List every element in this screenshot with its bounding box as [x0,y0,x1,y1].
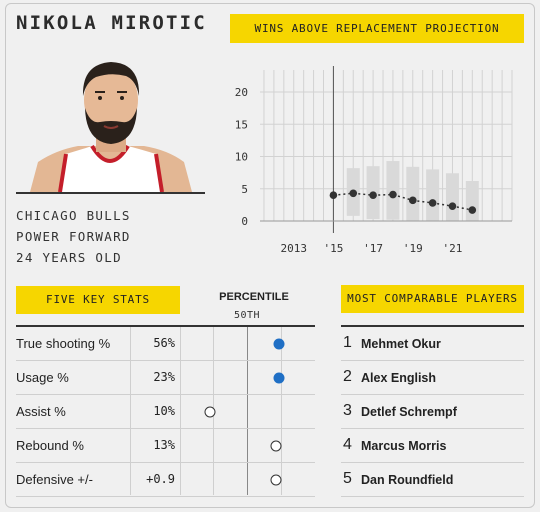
projection-range-bar [406,166,420,221]
comp-player-name: Detlef Schrempf [361,405,457,419]
projection-point [408,196,417,205]
projection-point [349,189,358,198]
percentile-dot [204,406,216,418]
stat-value: 13% [153,438,175,452]
player-position: POWER FORWARD [16,229,131,244]
list-item: 1 Mehmet Okur [341,327,524,361]
stat-row: Rebound % 13% [16,429,315,463]
percentile-dot [270,440,282,452]
projection-range-bar [386,161,400,220]
table-top-rule [341,325,524,327]
comp-rank: 5 [343,470,352,487]
comp-player-name: Alex English [361,371,437,385]
comp-player-name: Mehmet Okur [361,337,441,351]
list-item: 2 Alex English [341,361,524,395]
projection-point [329,191,338,199]
list-item: 4 Marcus Morris [341,429,524,463]
comparables-title: MOST COMPARABLE PLAYERS [341,285,524,313]
stat-row: True shooting % 56% [16,327,315,361]
comp-player-name: Marcus Morris [361,439,447,453]
stat-label: True shooting % [16,336,111,351]
comp-rank: 1 [343,334,352,351]
war-projection-chart: 0 5 10 15 20 2013 '15 '17 '19 '21 [230,62,530,262]
y-tick-label: 5 [241,183,248,196]
stat-label: Usage % [16,370,69,385]
y-tick-label: 20 [235,86,248,99]
projection-line [333,192,473,211]
median-line [247,327,248,495]
projection-range-bar [465,181,479,221]
column-divider [130,327,131,495]
projection-point [389,190,397,199]
key-stats-title: FIVE KEY STATS [16,286,180,314]
y-tick-label: 15 [235,118,248,131]
y-tick-label: 0 [241,215,248,228]
projection-point [428,199,437,207]
column-divider [180,327,181,495]
war-section-title: WINS ABOVE REPLACEMENT PROJECTION [230,14,524,43]
percentile-gridline [281,327,282,495]
percentile-dot [270,474,282,486]
player-age: 24 YEARS OLD [16,250,122,265]
list-item: 5 Dan Roundfield [341,463,524,497]
percentile-dot [273,372,285,384]
stat-value: 10% [153,404,175,418]
comp-rank: 3 [343,402,352,419]
player-photo [16,50,205,194]
projection-range-bar [426,169,440,221]
x-tick-label: 2013 [280,242,307,255]
stat-label: Assist % [16,404,66,419]
stat-value: 23% [153,370,175,384]
stat-row: Usage % 23% [16,361,315,395]
x-tick-label: '21 [443,242,463,255]
projection-point [468,206,477,214]
card-frame [5,3,535,508]
stat-row: Defensive +/- +0.9 [16,463,315,497]
table-top-rule [16,325,315,327]
comp-player-name: Dan Roundfield [361,473,454,487]
comp-rank: 2 [343,368,352,385]
median-label: 50TH [233,310,261,321]
stat-value: +0.9 [146,472,175,486]
stat-label: Defensive +/- [16,472,93,487]
stat-label: Rebound % [16,438,84,453]
x-tick-label: '17 [363,242,383,255]
x-tick-label: '19 [403,242,423,255]
comp-rank: 4 [343,436,352,453]
list-item: 3 Detlef Schrempf [341,395,524,429]
y-tick-label: 10 [235,151,248,164]
x-tick-label: '15 [323,242,343,255]
projection-point [448,202,457,210]
percentile-dot [273,338,285,350]
player-name: NIKOLA MIROTIC [16,12,207,34]
player-team: CHICAGO BULLS [16,208,131,223]
projection-point [369,191,377,199]
stat-row: Assist % 10% [16,395,315,429]
stat-value: 56% [153,336,175,350]
projection-range-bar [445,173,459,221]
percentile-header: PERCENTILE [219,291,289,303]
